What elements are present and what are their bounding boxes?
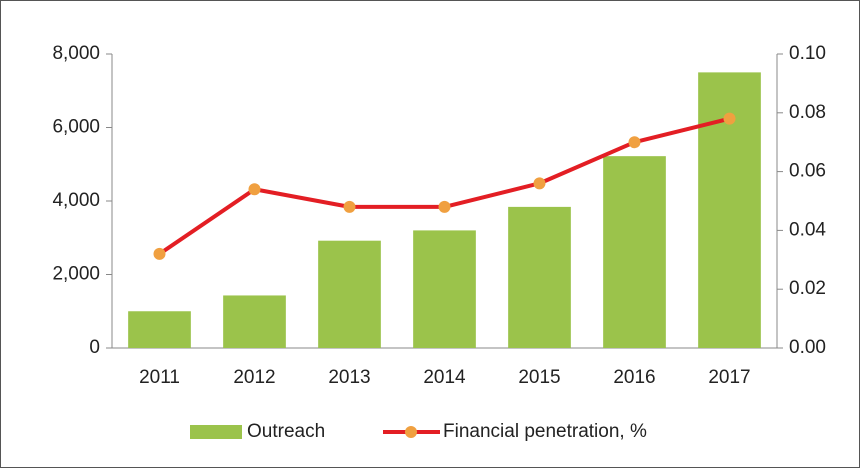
marker: [153, 247, 166, 260]
y2-tick-label: 0.08: [789, 102, 826, 123]
marker: [438, 200, 451, 213]
y2-tick-label: 0.06: [789, 161, 826, 182]
y2-tick-label: 0.10: [789, 43, 826, 64]
y-tick-label: 8,000: [52, 43, 100, 64]
bar: [128, 311, 191, 348]
x-tick-label: 2012: [233, 367, 275, 388]
x-tick-label: 2016: [613, 367, 655, 388]
marker: [723, 112, 736, 125]
x-tick-label: 2017: [708, 367, 750, 388]
marker: [343, 200, 356, 213]
bar: [603, 156, 666, 348]
legend-swatch: [190, 425, 242, 439]
marker: [533, 177, 546, 190]
bar: [223, 295, 286, 348]
y-tick-label: 0: [89, 337, 100, 358]
y2-tick-label: 0.02: [789, 278, 826, 299]
marker: [248, 183, 261, 196]
y-tick-label: 2,000: [52, 264, 100, 285]
legend-marker: [405, 426, 417, 438]
bar: [318, 240, 381, 348]
x-tick-label: 2013: [328, 367, 370, 388]
x-tick-label: 2014: [423, 367, 466, 388]
marker: [628, 136, 641, 149]
y-tick-label: 4,000: [52, 190, 100, 211]
x-tick-label: 2011: [139, 367, 180, 388]
bar: [413, 230, 476, 348]
legend-label: Financial penetration, %: [443, 421, 647, 442]
legend-label: Outreach: [247, 421, 325, 442]
x-tick-label: 2015: [518, 367, 560, 388]
bar: [508, 206, 571, 348]
y2-tick-label: 0.04: [789, 219, 826, 240]
y-tick-label: 6,000: [52, 117, 100, 138]
y2-tick-label: 0.00: [789, 337, 826, 358]
